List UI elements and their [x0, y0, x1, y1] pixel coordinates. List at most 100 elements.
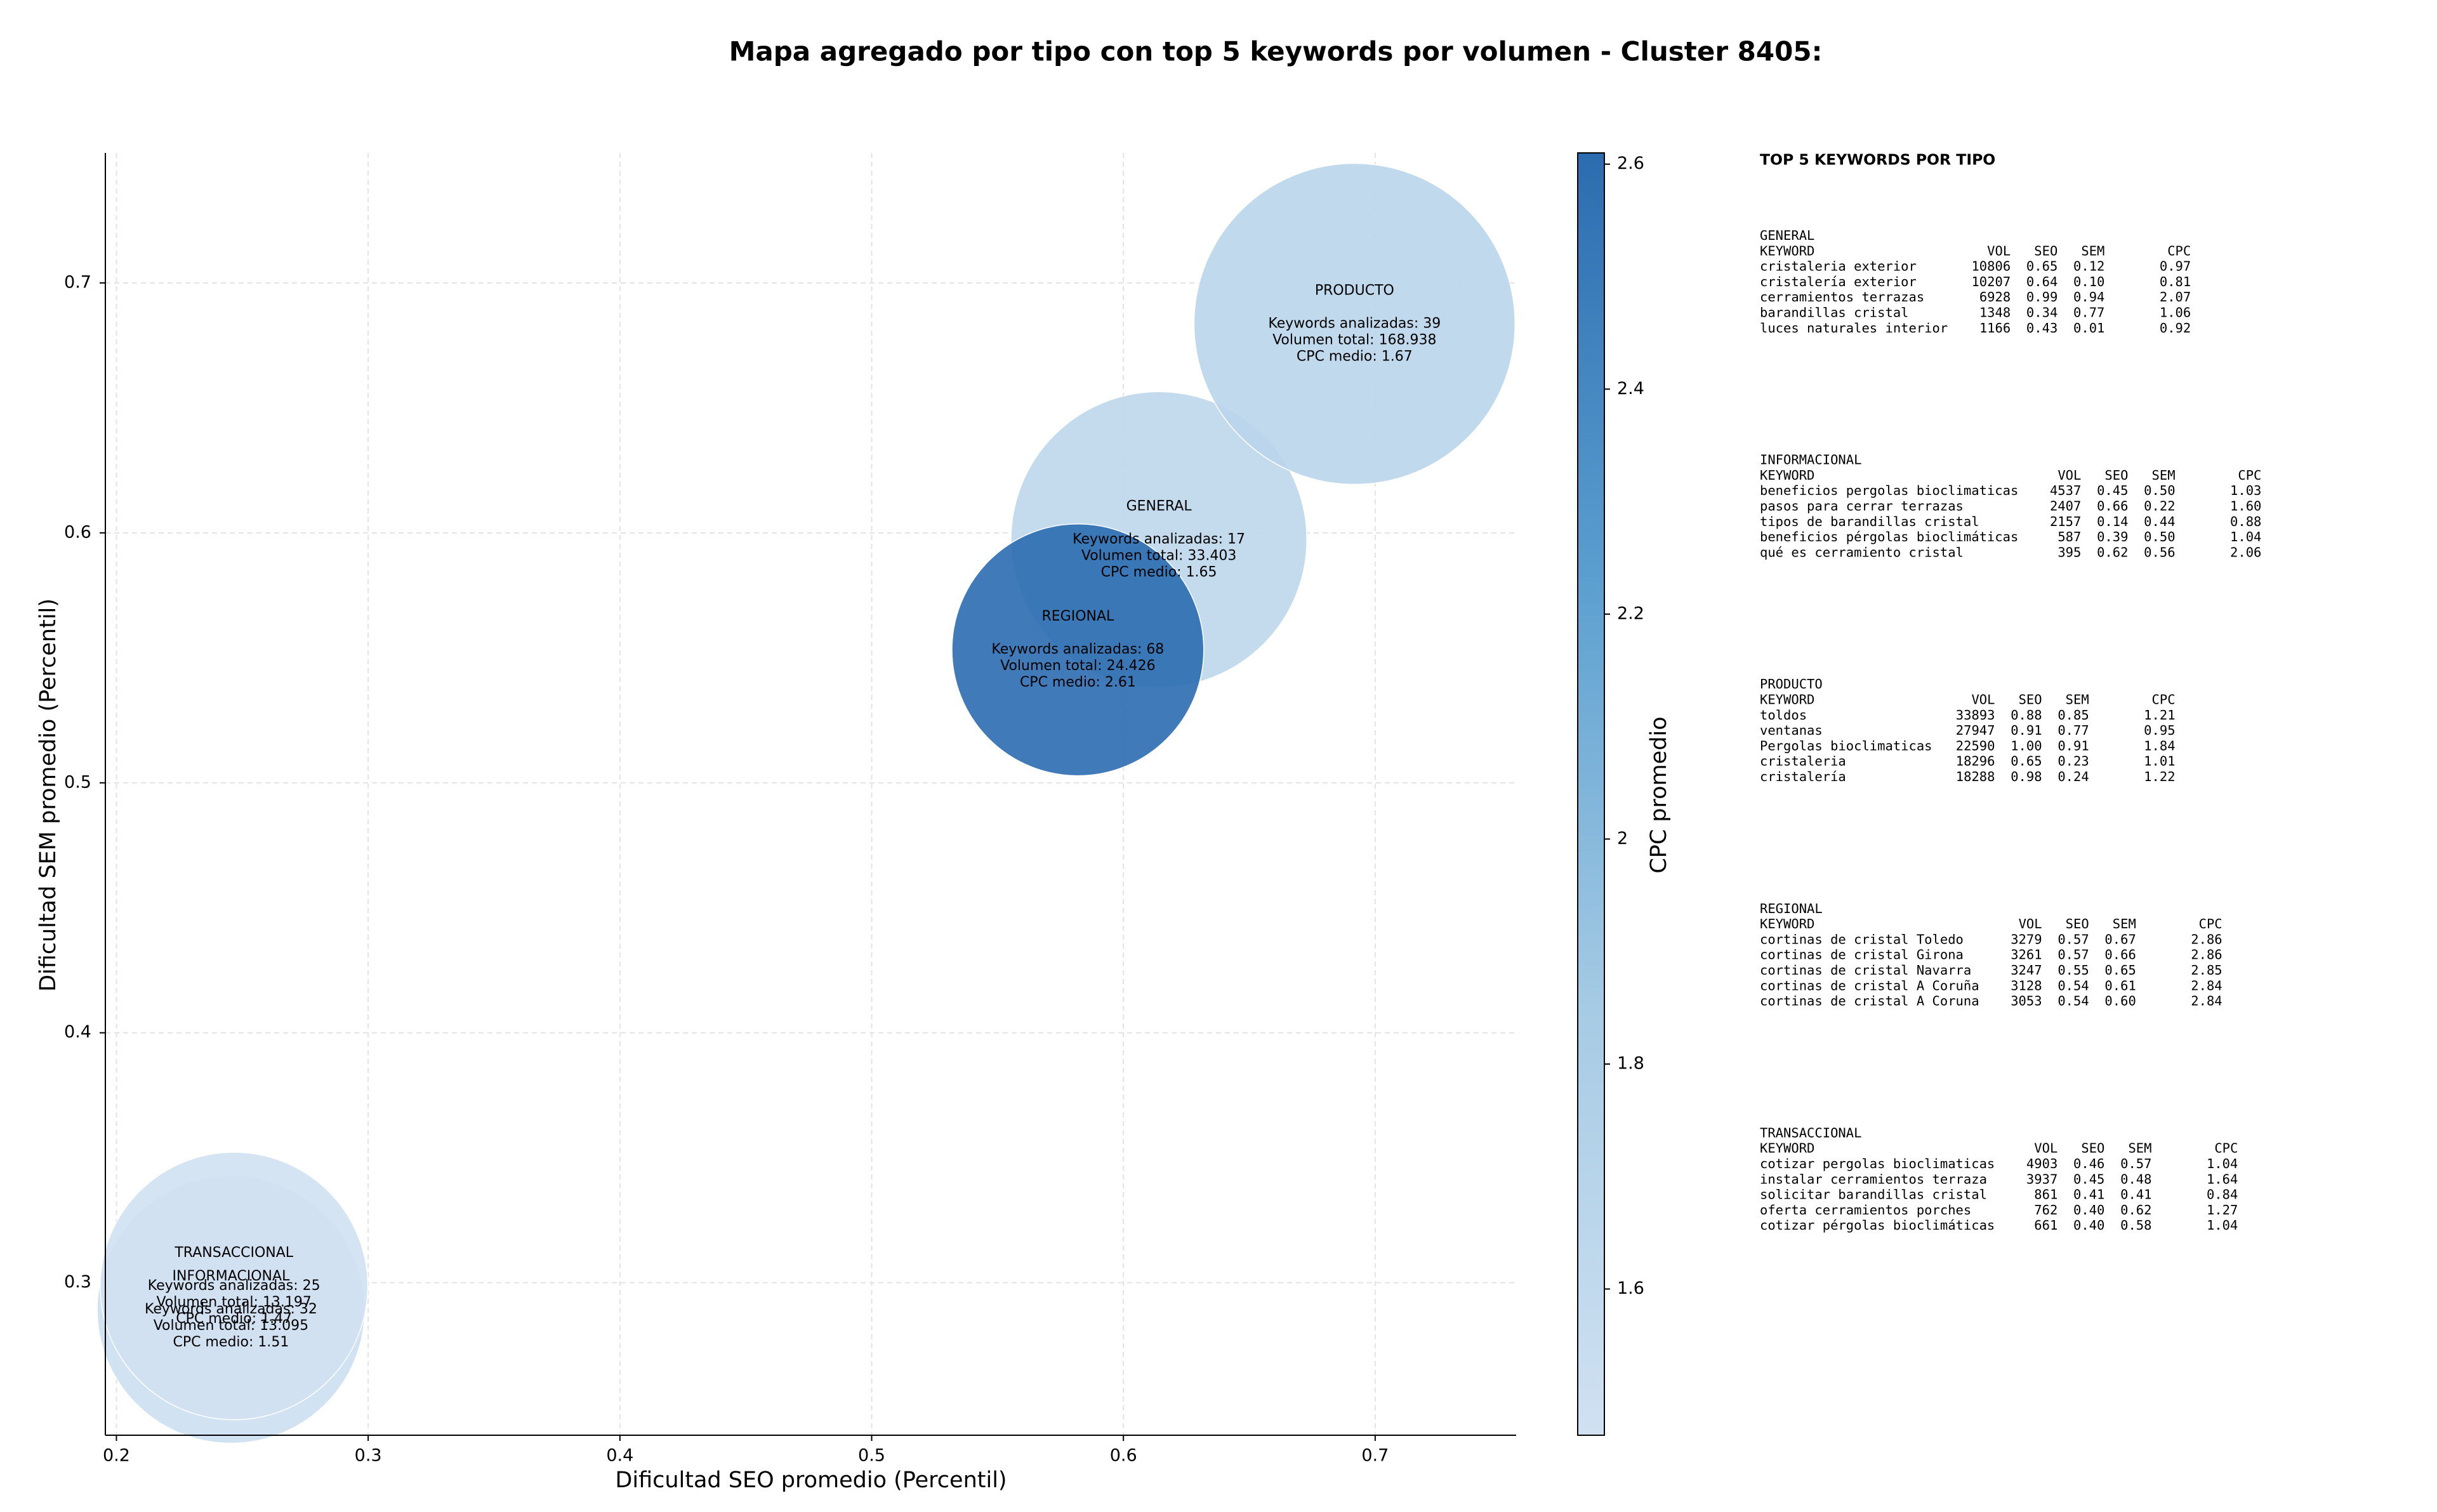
table-cell: 6928 — [1979, 289, 2011, 305]
table-header: VOL — [2034, 1141, 2057, 1156]
table-cell: 0.65 — [2011, 754, 2042, 769]
table-cell: solicitar barandillas cristal — [1760, 1187, 1987, 1202]
table-cell: 0.41 — [2073, 1187, 2104, 1202]
table-cell: 0.22 — [2144, 499, 2175, 514]
y-tick-label: 0.3 — [64, 1272, 91, 1292]
group-name: INFORMACIONAL — [1760, 452, 1861, 468]
table-header: VOL — [2019, 916, 2042, 931]
bubble-annotation: Keywords analizadas: 68 — [991, 641, 1164, 657]
table-cell: 0.40 — [2073, 1202, 2104, 1218]
table-cell: 1166 — [1979, 320, 2011, 336]
bubble-label: PRODUCTO — [1315, 282, 1394, 298]
table-cell: 0.99 — [2026, 289, 2057, 305]
table-cell: 3261 — [2011, 947, 2042, 963]
table-header: SEM — [2081, 243, 2104, 258]
table-header: KEYWORD — [1760, 468, 1814, 483]
table-cell: 0.67 — [2104, 931, 2136, 947]
table-cell: 1.03 — [2230, 483, 2261, 498]
table-cell: 1.21 — [2144, 707, 2175, 723]
bubble-annotation: Volumen total: 33.403 — [1081, 548, 1236, 563]
table-cell: 0.54 — [2057, 978, 2089, 993]
table-cell: oferta cerramientos porches — [1760, 1202, 1971, 1218]
table-cell: 1.64 — [2207, 1171, 2238, 1187]
group-name: TRANSACCIONAL — [1760, 1125, 1861, 1140]
table-cell: 0.97 — [2160, 259, 2191, 274]
table-cell: 587 — [2057, 529, 2081, 544]
table-cell: 1.04 — [2207, 1156, 2238, 1171]
table-cell: 27947 — [1956, 723, 1995, 738]
table-cell: 2.84 — [2191, 994, 2222, 1009]
table-cell: 1.06 — [2160, 305, 2191, 320]
table-cell: 0.91 — [2057, 738, 2089, 753]
x-tick-label: 0.4 — [606, 1446, 633, 1466]
table-cell: 4903 — [2026, 1156, 2057, 1171]
table-cell: 0.54 — [2057, 994, 2089, 1009]
table-header: CPC — [2214, 1141, 2238, 1156]
colorbar-tick-label: 1.8 — [1617, 1053, 1644, 1073]
table-cell: cerramientos terrazas — [1760, 289, 1924, 305]
bubble-label: INFORMACIONAL — [173, 1268, 291, 1284]
table-cell: 1.60 — [2230, 499, 2261, 514]
table-cell: 0.94 — [2073, 289, 2104, 305]
table-header: CPC — [2238, 468, 2261, 483]
table-cell: 0.65 — [2026, 259, 2057, 274]
bubble-annotation: Keywords analizadas: 39 — [1268, 315, 1441, 331]
bubble-annotation: Keywords analizadas: 17 — [1073, 531, 1245, 547]
bubble-annotation: CPC medio: 1.65 — [1101, 564, 1217, 580]
y-tick-label: 0.5 — [64, 772, 91, 792]
group-name: GENERAL — [1760, 228, 1814, 243]
colorbar-tick-label: 1.6 — [1617, 1279, 1644, 1298]
table-header: CPC — [2152, 692, 2176, 707]
bubble-annotation: Volumen total: 24.426 — [1000, 658, 1155, 674]
table-header: KEYWORD — [1760, 243, 1814, 258]
table-cell: 0.44 — [2144, 514, 2175, 529]
colorbar-tick-label: 2 — [1617, 829, 1628, 848]
table-cell: 0.92 — [2160, 320, 2191, 336]
table-cell: 18288 — [1956, 769, 1995, 784]
table-cell: 0.84 — [2207, 1187, 2238, 1202]
table-cell: 861 — [2034, 1187, 2057, 1202]
x-tick-label: 0.2 — [103, 1446, 130, 1466]
x-tick-label: 0.5 — [858, 1446, 885, 1466]
bubble-annotation: CPC medio: 1.47 — [176, 1311, 292, 1327]
table-cell: 0.50 — [2144, 483, 2175, 498]
table-cell: 18296 — [1956, 754, 1995, 769]
x-tick-label: 0.3 — [355, 1446, 382, 1466]
bubble-annotation: Volumen total: 13.095 — [154, 1318, 308, 1334]
bubble-label: GENERAL — [1126, 498, 1192, 514]
table-cell: tipos de barandillas cristal — [1760, 514, 1979, 529]
table-cell: cristalería — [1760, 769, 1846, 784]
table-cell: 0.56 — [2144, 544, 2175, 560]
table-cell: barandillas cristal — [1760, 305, 1909, 320]
table-cell: 0.01 — [2073, 320, 2104, 336]
x-tick-label: 0.7 — [1361, 1446, 1389, 1466]
table-cell: 1.01 — [2144, 754, 2175, 769]
table-cell: 3279 — [2011, 931, 2042, 947]
y-tick-label: 0.7 — [64, 272, 91, 292]
table-cell: 0.98 — [2011, 769, 2042, 784]
table-cell: 0.65 — [2104, 963, 2136, 978]
table-header: SEO — [2104, 468, 2128, 483]
table-header: VOL — [1971, 692, 1995, 707]
table-cell: 0.50 — [2144, 529, 2175, 544]
table-header: KEYWORD — [1760, 692, 1814, 707]
table-cell: 0.10 — [2073, 274, 2104, 289]
table-cell: cristaleria — [1760, 754, 1846, 769]
table-cell: cortinas de cristal Girona — [1760, 947, 1964, 963]
bubble-annotation: CPC medio: 2.61 — [1020, 674, 1136, 690]
table-cell: cotizar pérgolas bioclimáticas — [1760, 1218, 1995, 1233]
table-cell: 0.45 — [2073, 1171, 2104, 1187]
table-header: CPC — [2199, 916, 2222, 931]
table-cell: 1.00 — [2011, 738, 2042, 753]
table-cell: 2.06 — [2230, 544, 2261, 560]
table-header: CPC — [2167, 243, 2191, 258]
table-header: SEO — [2034, 243, 2057, 258]
table-cell: 2157 — [2050, 514, 2081, 529]
table-cell: cortinas de cristal Toledo — [1760, 931, 1964, 947]
bubble-annotation: Keywords analizadas: 25 — [148, 1278, 320, 1294]
table-cell: 0.85 — [2057, 707, 2089, 723]
bubble-annotation: CPC medio: 1.67 — [1297, 348, 1413, 364]
table-cell: 0.55 — [2057, 963, 2089, 978]
table-cell: 3053 — [2011, 994, 2042, 1009]
